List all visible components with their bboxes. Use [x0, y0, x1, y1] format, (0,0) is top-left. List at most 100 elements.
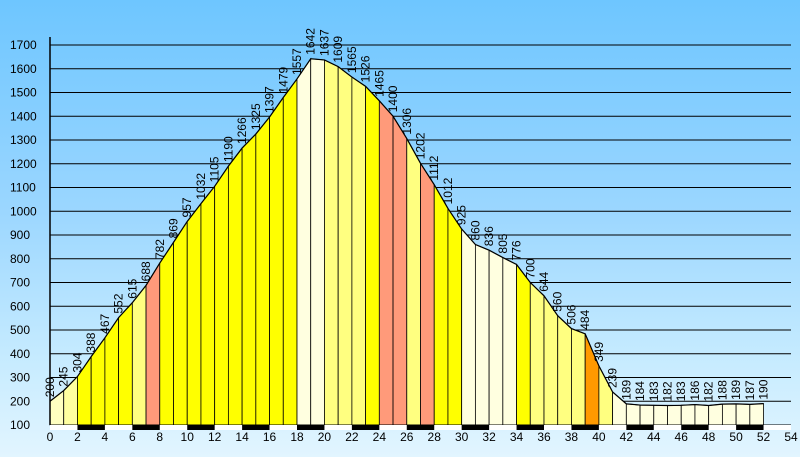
y-tick-label: 1300 — [10, 133, 37, 147]
elevation-segment — [680, 404, 696, 426]
x-scale-bar-segment — [461, 425, 490, 430]
elevation-value-label: 1565 — [345, 46, 359, 73]
elevation-segment — [378, 99, 394, 426]
elevation-value-label: 1609 — [331, 36, 345, 63]
elevation-value-label: 700 — [523, 258, 537, 278]
y-axis-tick-labels: 100 200 300 400 500 600 700 800 900 1000 1100 1200 1… — [10, 38, 37, 432]
elevation-value-label: 388 — [84, 332, 98, 352]
elevation-value-label: 1557 — [290, 48, 304, 75]
x-tick-label: 36 — [537, 430, 551, 444]
x-tick-label: 42 — [620, 430, 634, 444]
elevation-value-label: 1190 — [221, 136, 235, 162]
y-tick-label: 400 — [10, 347, 30, 361]
y-tick-label: 700 — [10, 276, 30, 290]
elevation-value-label: 183 — [647, 381, 661, 401]
elevation-value-label: 615 — [125, 278, 139, 298]
x-scale-bar-segment — [406, 425, 435, 430]
y-tick-label: 1000 — [10, 204, 37, 218]
elevation-value-label: 186 — [688, 380, 702, 400]
elevation-segment — [557, 314, 572, 426]
elevation-value-label: 506 — [564, 304, 578, 324]
x-scale-bar-segment — [132, 425, 160, 430]
x-tick-label: 12 — [208, 430, 222, 444]
elevation-segment — [186, 202, 202, 426]
x-tick-label: 6 — [129, 430, 136, 444]
elevation-value-label: 560 — [551, 291, 565, 311]
y-tick-label: 800 — [10, 252, 30, 266]
x-tick-label: 38 — [565, 430, 579, 444]
elevation-value-label: 245 — [57, 366, 71, 386]
elevation-segment — [118, 301, 133, 426]
x-tick-label: 50 — [729, 430, 743, 444]
elevation-segment — [420, 161, 435, 426]
x-tick-label: 8 — [156, 430, 163, 444]
y-tick-label: 100 — [10, 418, 30, 432]
x-tick-label: 46 — [675, 430, 689, 444]
elevation-segment — [667, 404, 682, 426]
elevation-value-label: 349 — [592, 342, 606, 362]
elevation-value-label: 1400 — [386, 85, 400, 112]
x-tick-label: 44 — [647, 430, 661, 444]
x-tick-label: 24 — [373, 430, 387, 444]
elevation-value-label: 200 — [43, 377, 57, 397]
x-tick-label: 18 — [290, 430, 304, 444]
elevation-segment — [255, 115, 270, 426]
elevation-segment — [625, 403, 641, 426]
elevation-segment — [365, 85, 380, 426]
x-tick-label: 48 — [702, 430, 716, 444]
x-tick-label: 14 — [235, 430, 249, 444]
elevation-value-label: 1105 — [208, 156, 222, 182]
y-tick-label: 1700 — [10, 38, 37, 52]
x-scale-bar-segment — [351, 425, 380, 430]
x-tick-label: 16 — [263, 430, 277, 444]
elevation-segment — [488, 249, 504, 426]
x-tick-label: 26 — [400, 430, 414, 444]
elevation-segment — [529, 281, 545, 426]
x-tick-label: 54 — [784, 430, 798, 444]
elevation-value-label: 1637 — [317, 29, 331, 56]
elevation-outline — [49, 58, 764, 407]
elevation-value-label: 183 — [674, 381, 688, 401]
x-tick-label: 0 — [47, 430, 54, 444]
elevation-value-label: 1479 — [276, 66, 290, 93]
elevation-value-label: 304 — [70, 352, 84, 372]
elevation-segment — [433, 183, 449, 426]
y-tick-label: 1500 — [10, 86, 37, 100]
elevation-value-label: 188 — [715, 380, 729, 400]
x-scale-bar-segment — [187, 425, 215, 430]
elevation-value-label: 484 — [578, 309, 592, 329]
y-tick-label: 1400 — [10, 109, 37, 123]
elevation-value-label: 184 — [633, 381, 647, 401]
elevation-value-label: 189 — [729, 380, 743, 400]
elevation-area — [49, 57, 764, 426]
elevation-segment — [241, 133, 257, 426]
y-tick-label: 200 — [10, 394, 30, 408]
x-scale-bar-segment — [626, 425, 654, 430]
elevation-value-label: 805 — [496, 233, 510, 253]
elevation-segment — [749, 403, 764, 426]
elevation-segment — [708, 403, 723, 426]
elevation-value-label: 1397 — [263, 86, 277, 113]
elevation-segment — [392, 114, 408, 426]
elevation-value-label: 644 — [537, 271, 551, 291]
elevation-segment — [324, 59, 339, 426]
elevation-segment — [543, 294, 559, 426]
elevation-segment — [447, 207, 463, 426]
elevation-value-label: 776 — [510, 240, 524, 260]
elevation-segment — [694, 404, 710, 426]
elevation-segment — [173, 220, 188, 426]
elevation-segment — [461, 228, 476, 426]
elevation-value-label: 925 — [455, 205, 469, 225]
y-tick-label: 300 — [10, 371, 30, 385]
elevation-value-label: 1526 — [359, 55, 373, 82]
y-tick-label: 1100 — [10, 181, 36, 195]
elevation-segment — [653, 404, 668, 426]
elevation-segment — [639, 404, 655, 426]
elevation-segment — [310, 58, 325, 426]
elevation-value-label: 187 — [743, 380, 757, 400]
elevation-value-label: 688 — [139, 261, 153, 281]
elevation-value-label: 1642 — [304, 28, 318, 55]
elevation-value-label: 1266 — [235, 117, 249, 144]
x-scale-bar-segment — [242, 425, 270, 430]
elevation-segment — [227, 146, 243, 426]
